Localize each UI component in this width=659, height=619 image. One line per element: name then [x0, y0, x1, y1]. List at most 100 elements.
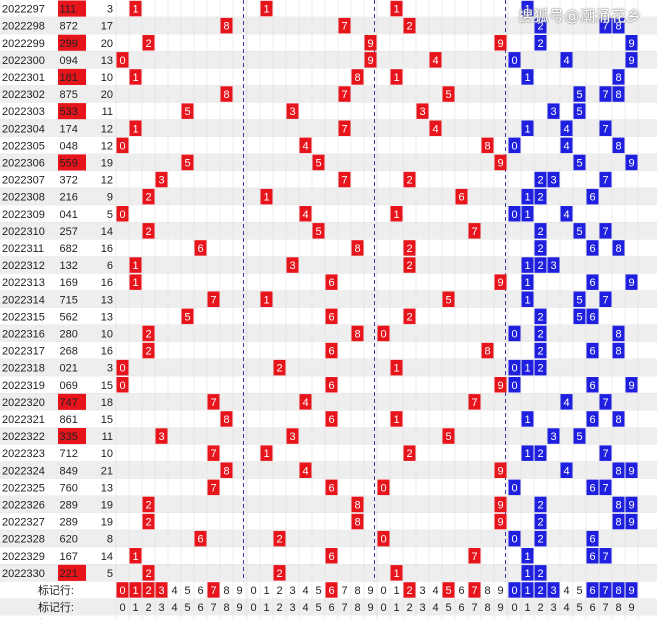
digit-mark-label: 2	[406, 311, 412, 323]
digit-mark	[508, 530, 521, 547]
digit-mark-label: 2	[406, 175, 412, 187]
digit-mark	[508, 359, 521, 376]
digit-mark-label: 2	[145, 346, 151, 358]
digit-mark	[573, 103, 586, 119]
digit-mark	[442, 291, 455, 307]
digit-mark-label: 1	[132, 260, 138, 272]
draw-number: 041	[60, 209, 78, 221]
digit-mark	[403, 445, 416, 461]
digit-mark	[625, 35, 638, 51]
digit-mark	[612, 137, 625, 154]
digit-mark	[129, 0, 142, 17]
draw-number: 048	[60, 140, 78, 152]
digit-mark	[338, 86, 351, 102]
digit-mark	[494, 154, 507, 171]
issue-label: 2022319	[2, 380, 45, 392]
issue-label: 2022303	[2, 106, 45, 118]
digit-mark	[547, 257, 560, 273]
footer-digit: 9	[497, 585, 503, 597]
digit-mark-label: 2	[145, 38, 151, 50]
digit-mark-label: 0	[511, 363, 517, 375]
digit-mark	[599, 120, 612, 136]
footer-digit: 0	[511, 602, 517, 614]
sum-value: 12	[101, 123, 113, 135]
footer-digit: 0	[119, 602, 125, 614]
digit-mark-label: 5	[576, 226, 582, 238]
digit-mark	[534, 445, 547, 461]
digit-mark	[390, 206, 403, 222]
digit-mark-label: 4	[563, 397, 569, 409]
digit-mark-label: 8	[223, 89, 229, 101]
sum-value: 13	[101, 482, 113, 494]
row-bg	[0, 17, 657, 35]
number-highlight	[58, 428, 86, 445]
footer-digit: 9	[497, 602, 503, 614]
footer-digit: 9	[628, 585, 634, 597]
footer-digit: 7	[602, 602, 608, 614]
issue-label: 2022301	[2, 72, 45, 84]
draw-number: 747	[60, 397, 78, 409]
row-bg	[0, 290, 657, 308]
digit-mark-label: 2	[276, 568, 282, 580]
digit-mark	[521, 548, 534, 564]
digit-mark	[129, 120, 142, 136]
footer-digit: 4	[563, 602, 569, 614]
digit-mark-label: 8	[615, 517, 621, 529]
digit-mark-label: 1	[524, 192, 530, 204]
sum-value: 13	[101, 55, 113, 67]
digit-mark	[142, 565, 155, 581]
digit-mark-label: 1	[132, 277, 138, 289]
sum-value: 11	[102, 431, 113, 443]
draw-number: 712	[60, 448, 78, 460]
digit-mark-label: 7	[602, 89, 608, 101]
digit-mark	[116, 377, 129, 393]
digit-mark-label: 8	[484, 140, 490, 152]
footer-digit: 6	[589, 602, 595, 614]
digit-mark	[442, 428, 455, 444]
digit-mark	[312, 154, 325, 171]
digit-mark	[612, 69, 625, 85]
digit-mark	[560, 394, 573, 410]
footer-digit: 7	[210, 585, 216, 597]
digit-mark-label: 0	[511, 209, 517, 221]
number-highlight	[58, 393, 86, 410]
issue-label: 2022298	[2, 21, 45, 33]
footer-label: 标记行:	[38, 583, 74, 597]
digit-mark-label: 6	[328, 482, 334, 494]
digit-mark	[534, 359, 547, 376]
row-bg	[0, 153, 657, 171]
digit-mark-label: 1	[524, 448, 530, 460]
digit-mark	[429, 52, 442, 68]
footer-digit: 1	[263, 602, 269, 614]
digit-mark-label: 8	[615, 243, 621, 255]
row-bg	[0, 256, 657, 274]
digit-mark-label: 9	[628, 277, 634, 289]
digit-mark	[142, 496, 155, 513]
digit-mark	[312, 223, 325, 239]
digit-mark	[625, 377, 638, 393]
draw-number: 132	[60, 260, 78, 272]
footer-digit: 8	[615, 585, 621, 597]
footer-mark	[508, 582, 521, 598]
digit-mark	[299, 394, 312, 410]
digit-mark	[547, 171, 560, 188]
digit-mark	[481, 342, 494, 359]
digit-mark-label: 1	[524, 4, 530, 16]
number-highlight	[58, 564, 86, 581]
digit-mark	[560, 120, 573, 136]
footer-digit: 2	[406, 602, 412, 614]
footer-digit: 3	[419, 585, 425, 597]
issue-label: 2022299	[2, 38, 45, 50]
footer-mark	[155, 582, 168, 598]
digit-mark	[429, 120, 442, 136]
digit-mark-label: 3	[550, 260, 556, 272]
sum-value: 10	[101, 72, 113, 84]
footer-digit: 4	[302, 602, 308, 614]
digit-mark	[181, 154, 194, 171]
digit-mark-label: 2	[145, 500, 151, 512]
sum-value: 16	[101, 243, 113, 255]
digit-mark-label: 9	[497, 465, 503, 477]
digit-mark	[403, 257, 416, 273]
draw-number: 861	[60, 414, 78, 426]
digit-mark	[142, 188, 155, 205]
